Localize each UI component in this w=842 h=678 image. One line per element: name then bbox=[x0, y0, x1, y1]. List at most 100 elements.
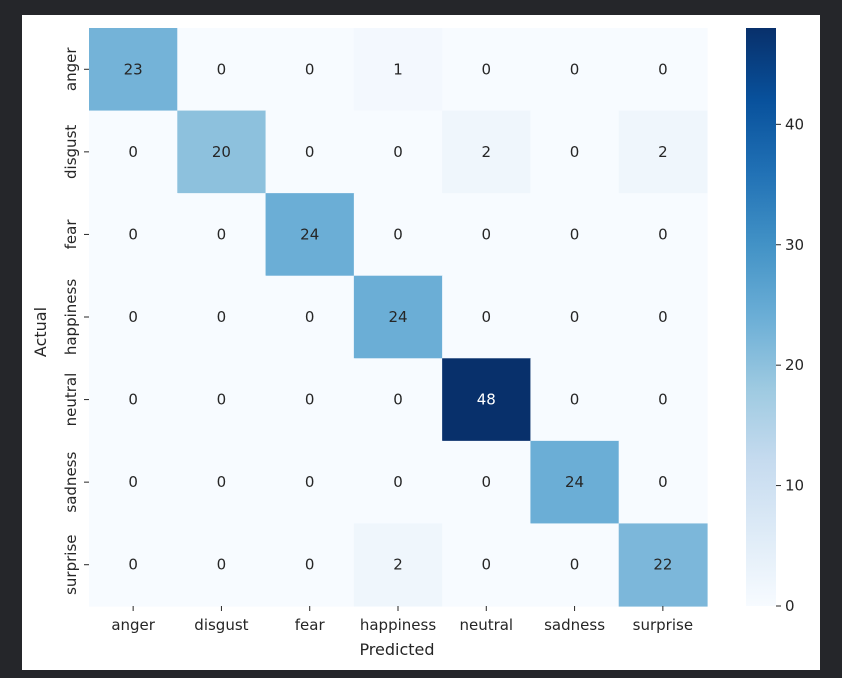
y-tick-label: anger bbox=[62, 47, 80, 91]
cell-value-label: 0 bbox=[482, 556, 492, 574]
colorbar-tick-label: 20 bbox=[785, 356, 804, 374]
y-tick-label: fear bbox=[62, 219, 80, 250]
cell-value-label: 0 bbox=[128, 225, 138, 243]
cell-value-label: 0 bbox=[393, 225, 403, 243]
cell-value-label: 0 bbox=[217, 391, 227, 409]
heatmap-cell bbox=[530, 28, 620, 112]
cell-value-label: 0 bbox=[393, 143, 403, 161]
y-tick-label: happiness bbox=[62, 279, 80, 355]
heatmap-cells bbox=[89, 28, 708, 607]
heatmap-cell bbox=[353, 275, 443, 359]
cell-value-label: 0 bbox=[305, 473, 315, 491]
cell-value-label: 48 bbox=[477, 391, 496, 409]
heatmap-cell bbox=[89, 523, 178, 607]
heatmap-cell bbox=[265, 110, 355, 194]
heatmap-cell bbox=[177, 275, 267, 359]
cell-value-label: 0 bbox=[305, 143, 315, 161]
cell-value-label: 0 bbox=[570, 225, 580, 243]
heatmap-cell bbox=[530, 193, 620, 277]
cell-value-label: 0 bbox=[570, 308, 580, 326]
cell-value-label: 23 bbox=[124, 60, 143, 78]
heatmap-cell bbox=[442, 358, 532, 442]
y-tick-label: sadness bbox=[62, 452, 80, 513]
colorbar-tick-label: 40 bbox=[785, 115, 804, 133]
cell-value-label: 0 bbox=[305, 308, 315, 326]
y-axis-label: Actual bbox=[31, 307, 50, 357]
heatmap-cell bbox=[618, 358, 708, 442]
y-axis: anger disgust fear happiness neutral sadness s… bbox=[62, 47, 89, 595]
cell-value-label: 0 bbox=[305, 60, 315, 78]
cell-value-label: 0 bbox=[217, 473, 227, 491]
cell-value-label: 0 bbox=[128, 556, 138, 574]
cell-value-label: 0 bbox=[658, 308, 668, 326]
heatmap-cell bbox=[442, 275, 532, 359]
heatmap-cell bbox=[618, 28, 708, 112]
colorbar-tick-label: 10 bbox=[785, 477, 804, 495]
cell-value-label: 0 bbox=[482, 473, 492, 491]
heatmap-cell bbox=[89, 193, 178, 277]
heatmap-cell bbox=[353, 523, 443, 607]
y-tick-label: neutral bbox=[62, 373, 80, 427]
cell-value-label: 0 bbox=[393, 391, 403, 409]
heatmap-cell bbox=[353, 358, 443, 442]
heatmap-cell bbox=[353, 193, 443, 277]
x-axis-label: Predicted bbox=[359, 640, 434, 659]
cell-value-label: 2 bbox=[658, 143, 668, 161]
heatmap-cell bbox=[442, 523, 532, 607]
heatmap-cell bbox=[442, 28, 532, 112]
colorbar-tick-label: 0 bbox=[785, 597, 795, 615]
heatmap-cell bbox=[265, 193, 355, 277]
colorbar-gradient bbox=[746, 28, 776, 606]
heatmap-cell bbox=[89, 440, 178, 525]
cell-value-label: 0 bbox=[393, 473, 403, 491]
heatmap-cell bbox=[618, 440, 708, 525]
cell-value-label: 1 bbox=[393, 60, 403, 78]
heatmap-cell bbox=[177, 358, 267, 442]
y-tick-label: disgust bbox=[62, 125, 80, 179]
cell-value-label: 24 bbox=[388, 308, 407, 326]
heatmap-cell-labels: 23 0 0 1 0 0 00 20 0 0 2 0 20 0 24 0 0 0 00 0 0 24 0 0 00 0 0 0 48 0 0… bbox=[124, 60, 673, 573]
heatmap-cell bbox=[442, 193, 532, 277]
cell-value-label: 0 bbox=[658, 391, 668, 409]
heatmap-cell bbox=[265, 275, 355, 359]
cell-value-label: 24 bbox=[300, 225, 319, 243]
heatmap-cell bbox=[353, 110, 443, 194]
heatmap-cell bbox=[618, 523, 708, 607]
cell-value-label: 24 bbox=[565, 473, 584, 491]
x-axis: anger disgust fear happiness neutral sadness s… bbox=[111, 606, 693, 634]
cell-value-label: 0 bbox=[128, 473, 138, 491]
cell-value-label: 2 bbox=[393, 556, 403, 574]
heatmap-cell bbox=[177, 523, 267, 607]
cell-value-label: 0 bbox=[305, 391, 315, 409]
heatmap-cell bbox=[530, 523, 620, 607]
heatmap-cell bbox=[530, 358, 620, 442]
cell-value-label: 0 bbox=[217, 225, 227, 243]
heatmap-cell bbox=[89, 28, 178, 112]
x-tick-label: disgust bbox=[194, 616, 248, 634]
cell-value-label: 0 bbox=[305, 556, 315, 574]
heatmap-cell bbox=[177, 440, 267, 525]
y-tick-label: surprise bbox=[62, 535, 80, 595]
heatmap-cell bbox=[353, 28, 443, 112]
cell-value-label: 20 bbox=[212, 143, 231, 161]
cell-value-label: 0 bbox=[482, 308, 492, 326]
figure-frame: 23 0 0 1 0 0 0 0 20 0 0 2 0 2 0 0 24 0 0 0 0 0 0 0 24 0 0 0 0 0 0 0 48 0 0… bbox=[22, 15, 820, 670]
heatmap-cell bbox=[530, 275, 620, 359]
heatmap-cell bbox=[530, 110, 620, 194]
confusion-matrix-chart: 23 0 0 1 0 0 00 20 0 0 2 0 20 0 24 0 0 0 00 0 0 24 0 0 00 0 0 0 48 0 0… bbox=[31, 28, 804, 659]
x-tick-label: surprise bbox=[633, 616, 693, 634]
cell-value-label: 22 bbox=[653, 556, 672, 574]
colorbar: 0 10 20 30 40 bbox=[746, 28, 804, 615]
cell-value-label: 0 bbox=[482, 225, 492, 243]
cell-value-label: 0 bbox=[128, 143, 138, 161]
cell-value-label: 0 bbox=[570, 391, 580, 409]
heatmap-cell bbox=[89, 275, 178, 359]
heatmap-cell bbox=[265, 358, 355, 442]
heatmap-cell bbox=[353, 440, 443, 525]
cell-value-label: 0 bbox=[570, 143, 580, 161]
cell-value-label: 0 bbox=[217, 556, 227, 574]
cell-value-label: 0 bbox=[128, 308, 138, 326]
colorbar-ticks: 0 10 20 30 40 bbox=[776, 115, 804, 615]
cell-value-label: 0 bbox=[217, 60, 227, 78]
x-tick-label: neutral bbox=[459, 616, 513, 634]
